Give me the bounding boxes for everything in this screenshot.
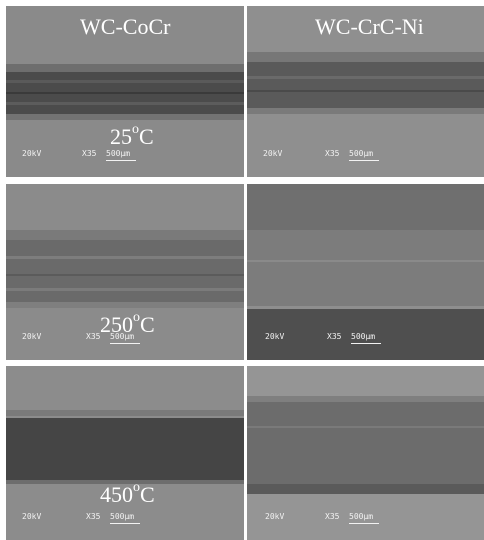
sem-metadata: 20kV X35 500μm (247, 512, 484, 526)
sem-panel-wc-crc-ni-25c: WC-CrC-Ni 20kV X35 500μm (247, 6, 484, 177)
scale-bar (106, 160, 136, 161)
sem-panel-wc-crc-ni-450c: 20kV X35 500μm (247, 366, 484, 540)
scale-bar (349, 523, 379, 524)
temperature-label-25c: 25oC (110, 121, 154, 149)
wear-track-image (6, 184, 244, 360)
wear-track-image (247, 6, 484, 177)
sem-metadata: 20kV X35 500μm (6, 149, 244, 163)
wear-track-image (6, 6, 244, 177)
temperature-label-450c: 450oC (100, 479, 155, 507)
sem-panel-wc-cocr-25c: WC-CoCr 25oC 20kV X35 500μm (6, 6, 244, 177)
sem-metadata: 20kV X35 500μm (247, 149, 484, 163)
wear-track-image (6, 366, 244, 540)
scale-bar (110, 523, 140, 524)
scale-bar (351, 343, 381, 344)
sem-metadata: 20kV X35 500μm (247, 332, 484, 346)
column-title-wc-crc-ni: WC-CrC-Ni (315, 14, 424, 39)
scale-bar (110, 343, 140, 344)
sem-panel-wc-cocr-250c: 250oC 20kV X35 500μm (6, 184, 244, 360)
sem-panel-wc-cocr-450c: 450oC 20kV X35 500μm (6, 366, 244, 540)
wear-track-image (247, 366, 484, 540)
sem-metadata: 20kV X35 500μm (6, 332, 244, 346)
scale-bar (349, 160, 379, 161)
sem-panel-wc-crc-ni-250c: 20kV X35 500μm (247, 184, 484, 360)
wear-track-image (247, 184, 484, 360)
temperature-label-250c: 250oC (100, 309, 155, 337)
column-title-wc-cocr: WC-CoCr (80, 14, 171, 39)
sem-metadata: 20kV X35 500μm (6, 512, 244, 526)
